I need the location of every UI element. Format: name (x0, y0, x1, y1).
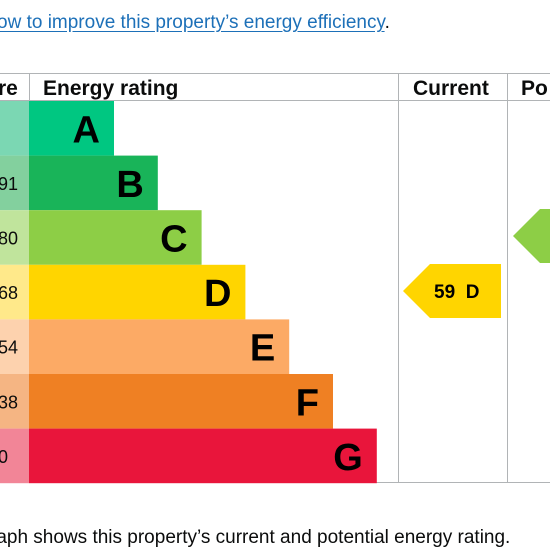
band-bar-d (29, 264, 246, 320)
score-cell-b (0, 155, 29, 211)
intro-line: ow to improve this property’s energy eff… (0, 12, 390, 34)
current-arrow-shape (403, 264, 501, 318)
score-label-f: 38 (0, 392, 18, 412)
score-cell-a (0, 101, 29, 156)
score-label-b: 91 (0, 174, 18, 194)
band-letter-a: A (73, 109, 100, 151)
header-score: re (0, 77, 18, 100)
current-rating-label: 59 D (434, 282, 479, 303)
rating-bands: A 91 B 80 C 68 D 54 E 38 F 0 G (0, 101, 377, 484)
potential-rating-arrow (513, 209, 550, 263)
band-bar-a (29, 101, 114, 156)
band-bar-g (29, 428, 377, 484)
band-letter-d: D (204, 273, 231, 315)
potential-arrow-shape (513, 209, 550, 263)
header-potential: Po (521, 77, 548, 100)
score-cell-d (0, 264, 29, 320)
improve-efficiency-link[interactable]: ow to improve this property’s energy eff… (0, 12, 385, 33)
band-letter-e: E (250, 328, 275, 370)
score-label-e: 54 (0, 338, 18, 358)
score-label-d: 68 (0, 283, 18, 303)
band-bar-c (29, 210, 202, 265)
band-bar-e (29, 319, 290, 374)
band-letter-f: F (296, 382, 319, 424)
score-label-c: 80 (0, 229, 18, 249)
band-bar-f (29, 374, 333, 429)
band-bar-b (29, 155, 158, 211)
score-label-g: 0 (0, 447, 8, 467)
band-letter-g: G (333, 437, 363, 479)
header-current: Current (413, 77, 489, 100)
score-cell-g (0, 428, 29, 484)
chart-caption: raph shows this property’s current and p… (0, 527, 511, 548)
band-letter-b: B (116, 164, 143, 206)
score-cell-c (0, 210, 29, 265)
current-rating-arrow: 59 D (403, 264, 501, 318)
score-cell-f (0, 374, 29, 429)
band-letter-c: C (160, 219, 187, 261)
header-energy-rating: Energy rating (43, 77, 178, 100)
intro-period: . (384, 12, 390, 33)
score-cell-e (0, 319, 29, 374)
